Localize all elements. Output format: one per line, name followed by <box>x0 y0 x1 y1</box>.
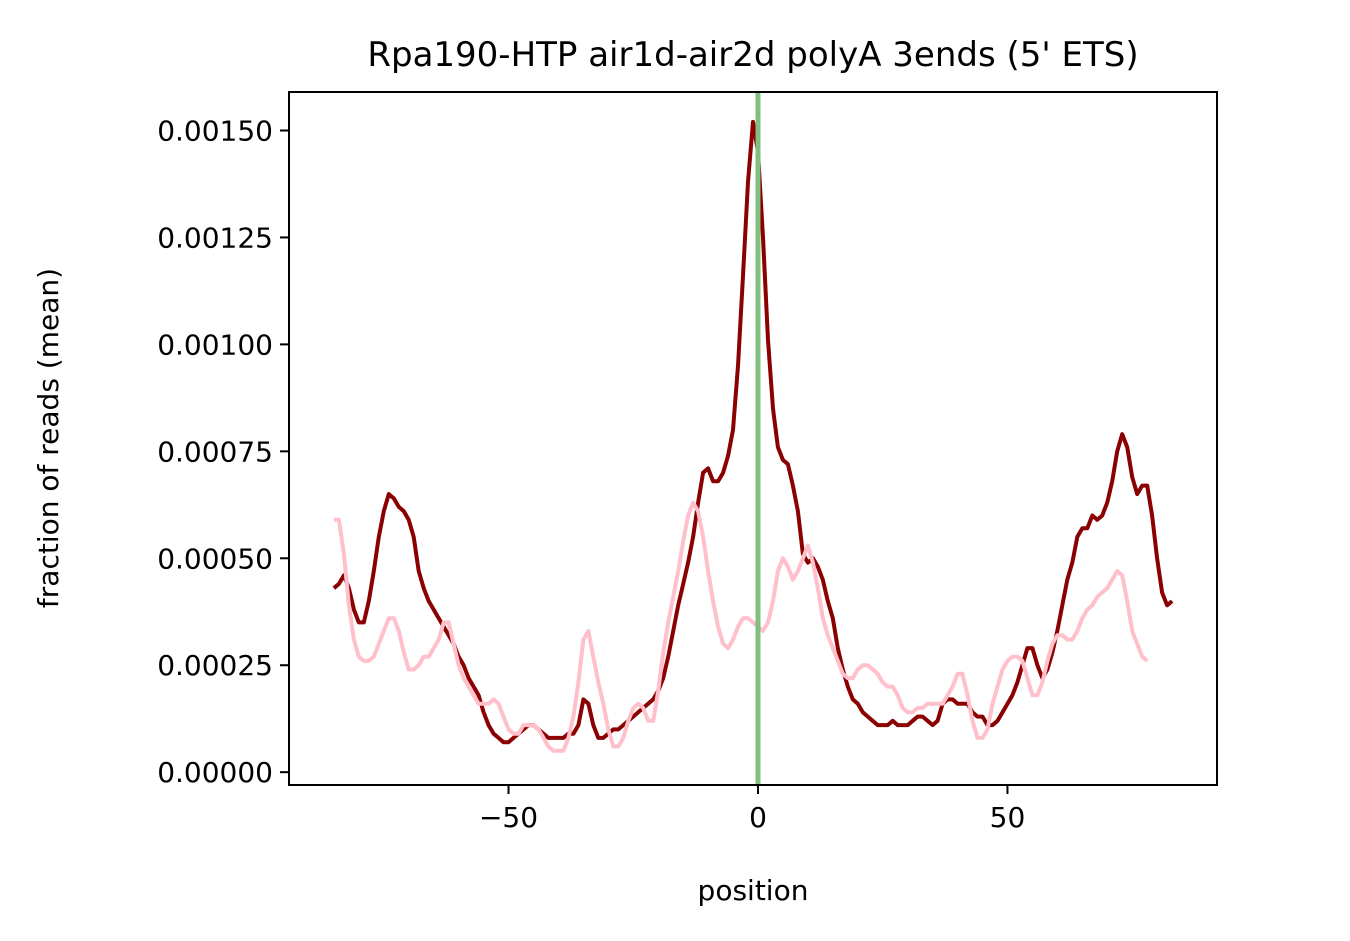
x-tick-label: −50 <box>479 801 538 834</box>
x-tick-label: 50 <box>990 801 1026 834</box>
chart-title: Rpa190-HTP air1d-air2d polyA 3ends (5' E… <box>367 35 1138 75</box>
x-axis-label: position <box>698 874 809 907</box>
y-tick-label: 0.00100 <box>157 328 273 361</box>
series-layer <box>332 119 1174 753</box>
y-tick-label: 0.00075 <box>157 435 273 468</box>
y-tick-label: 0.00000 <box>157 756 273 789</box>
plot-area <box>289 92 1217 785</box>
y-tick-label: 0.00050 <box>157 542 273 575</box>
x-tick-label: 0 <box>749 801 767 834</box>
x-axis: −50 0 50 <box>479 785 1025 834</box>
plot-frame <box>288 91 1218 786</box>
y-tick-label: 0.00150 <box>157 115 273 148</box>
y-axis-label: fraction of reads (mean) <box>32 268 65 608</box>
y-tick-label: 0.00125 <box>157 221 273 254</box>
series-line-2 <box>333 500 1149 753</box>
y-tick-label: 0.00025 <box>157 649 273 682</box>
y-axis: 0.00000 0.00025 0.00050 0.00075 0.00100 0.001… <box>157 115 289 789</box>
series-line-1 <box>332 119 1174 745</box>
